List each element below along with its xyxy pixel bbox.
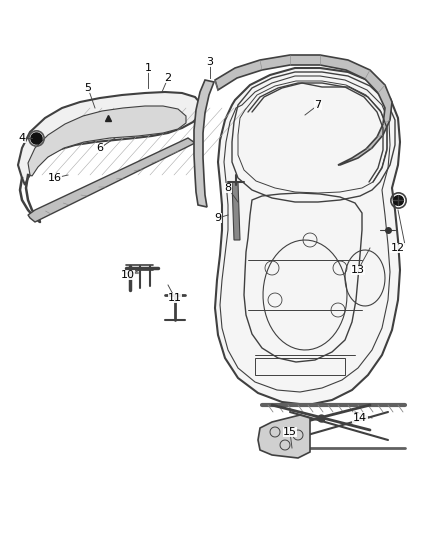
Polygon shape <box>258 415 310 458</box>
Text: 8: 8 <box>224 183 232 193</box>
Polygon shape <box>232 182 240 240</box>
Polygon shape <box>215 55 392 165</box>
Text: 10: 10 <box>121 270 135 280</box>
Text: 12: 12 <box>391 243 405 253</box>
Text: 5: 5 <box>85 83 92 93</box>
Text: 15: 15 <box>283 427 297 437</box>
Polygon shape <box>215 68 400 405</box>
Text: 13: 13 <box>351 265 365 275</box>
Text: 2: 2 <box>164 73 172 83</box>
Text: 14: 14 <box>353 413 367 423</box>
Text: 7: 7 <box>314 100 321 110</box>
Text: 11: 11 <box>168 293 182 303</box>
Text: 9: 9 <box>215 213 222 223</box>
Text: 1: 1 <box>145 63 152 73</box>
Polygon shape <box>18 92 202 185</box>
Polygon shape <box>28 138 195 222</box>
Polygon shape <box>28 106 186 176</box>
Polygon shape <box>194 80 214 207</box>
Text: 3: 3 <box>206 57 213 67</box>
Text: 16: 16 <box>48 173 62 183</box>
Text: 6: 6 <box>96 143 103 153</box>
Text: 4: 4 <box>18 133 25 143</box>
